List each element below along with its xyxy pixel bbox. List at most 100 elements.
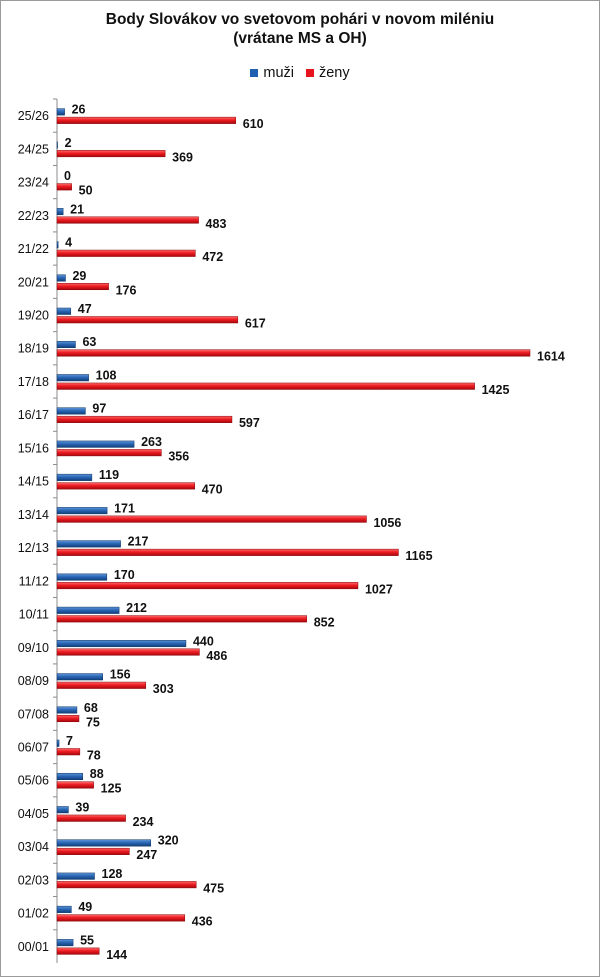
bar-muzi <box>56 905 72 913</box>
value-label-muzi: 156 <box>110 668 131 682</box>
value-label-muzi: 88 <box>90 767 104 781</box>
value-label-zeny: 617 <box>245 317 266 331</box>
bar-muzi <box>56 440 135 448</box>
value-label-muzi: 217 <box>128 535 149 549</box>
bar-zeny <box>56 914 186 922</box>
bar-muzi <box>56 606 120 614</box>
bar-muzi <box>56 108 65 116</box>
value-label-muzi: 320 <box>158 834 179 848</box>
value-label-zeny: 475 <box>203 881 224 895</box>
value-label-muzi: 128 <box>102 867 123 881</box>
y-tick-label: 00/01 <box>18 940 49 954</box>
y-tick-label: 08/09 <box>18 674 49 688</box>
legend: muži ženy <box>0 63 600 83</box>
value-label-muzi: 7 <box>66 734 73 748</box>
value-label-zeny: 610 <box>243 117 264 131</box>
bar-muzi <box>56 241 59 249</box>
y-tick-label: 09/10 <box>18 641 49 655</box>
value-label-muzi: 29 <box>72 269 86 283</box>
bar-zeny <box>56 249 196 257</box>
value-label-muzi: 68 <box>84 701 98 715</box>
bar-zeny <box>56 715 80 723</box>
value-label-muzi: 21 <box>70 202 84 216</box>
legend-label-zeny: ženy <box>318 65 350 81</box>
value-label-muzi: 55 <box>80 933 94 947</box>
value-label-muzi: 26 <box>72 103 86 117</box>
bar-muzi <box>56 274 66 282</box>
bar-zeny <box>56 283 109 291</box>
value-label-zeny: 486 <box>206 649 227 663</box>
value-label-zeny: 1027 <box>365 582 393 596</box>
value-label-zeny: 852 <box>314 616 335 630</box>
y-tick-label: 24/25 <box>18 142 49 156</box>
value-label-zeny: 78 <box>87 749 101 763</box>
value-label-muzi: 212 <box>126 601 147 615</box>
bar-zeny <box>56 615 307 623</box>
y-tick-label: 03/04 <box>18 840 49 854</box>
value-label-zeny: 483 <box>206 217 227 231</box>
bar-zeny <box>56 781 94 789</box>
value-label-muzi: 170 <box>114 568 135 582</box>
y-tick-label: 02/03 <box>18 873 49 887</box>
bar-muzi <box>56 141 58 149</box>
value-label-zeny: 1425 <box>482 383 510 397</box>
y-tick-label: 25/26 <box>18 109 49 123</box>
value-label-muzi: 97 <box>92 402 106 416</box>
bar-zeny <box>56 648 200 656</box>
y-tick-label: 23/24 <box>18 176 49 190</box>
bar-zeny <box>56 116 237 124</box>
value-label-muzi: 47 <box>78 302 92 316</box>
value-label-muzi: 119 <box>99 468 119 482</box>
value-label-zeny: 369 <box>172 150 193 164</box>
bar-zeny <box>56 748 81 756</box>
value-label-zeny: 247 <box>136 848 157 862</box>
value-label-zeny: 144 <box>106 948 127 962</box>
value-label-zeny: 1614 <box>537 350 565 364</box>
y-tick-label: 12/13 <box>18 541 49 555</box>
bar-muzi <box>56 340 76 348</box>
bar-zeny <box>56 548 399 556</box>
bar-muzi <box>56 872 95 880</box>
value-label-zeny: 234 <box>133 815 154 829</box>
bar-zeny <box>56 183 72 191</box>
y-tick-label: 10/11 <box>19 608 49 622</box>
bar-zeny <box>56 947 100 955</box>
bar-muzi <box>56 706 78 714</box>
chart-subtitle: (vrátane MS a OH) <box>233 30 367 47</box>
bar-muzi <box>56 307 72 315</box>
labels: 25/26 26 610 24/25 2 369 23/24 0 50 22/23 21 483 21/… <box>18 103 565 962</box>
chart-title: Body Slovákov vo svetovom pohári v novom… <box>105 11 495 28</box>
bar-muzi <box>56 739 60 747</box>
axes <box>53 98 58 963</box>
bar-muzi <box>56 540 121 548</box>
bar-muzi <box>56 473 93 481</box>
value-label-muzi: 263 <box>141 435 162 449</box>
legend-label-muzi: muži <box>263 65 294 81</box>
bar-zeny <box>56 449 162 457</box>
bar-muzi <box>56 640 187 648</box>
value-label-zeny: 1056 <box>373 516 401 530</box>
bar-muzi <box>56 573 108 581</box>
bar-zeny <box>56 515 367 523</box>
value-label-zeny: 356 <box>168 449 189 463</box>
y-tick-label: 11/12 <box>19 574 49 588</box>
value-label-zeny: 1165 <box>405 549 432 563</box>
value-label-muzi: 171 <box>114 501 135 515</box>
bar-muzi <box>56 806 69 814</box>
y-tick-label: 21/22 <box>18 242 49 256</box>
y-tick-label: 17/18 <box>18 375 49 389</box>
bar-muzi <box>56 507 108 515</box>
legend-item-zeny: ženy <box>305 65 350 81</box>
value-label-muzi: 39 <box>75 800 89 814</box>
bar-zeny <box>56 216 199 224</box>
bar-muzi <box>56 407 86 415</box>
bars <box>56 108 531 955</box>
chart-title-block: Body Slovákov vo svetovom pohári v novom… <box>0 10 600 48</box>
legend-swatch-muzi <box>250 69 259 77</box>
y-tick-label: 14/15 <box>18 475 49 489</box>
value-label-muzi: 4 <box>65 236 72 250</box>
y-tick-label: 20/21 <box>18 275 49 289</box>
y-tick-label: 05/06 <box>18 774 49 788</box>
bar-muzi <box>56 772 84 780</box>
bar-zeny <box>56 881 197 889</box>
